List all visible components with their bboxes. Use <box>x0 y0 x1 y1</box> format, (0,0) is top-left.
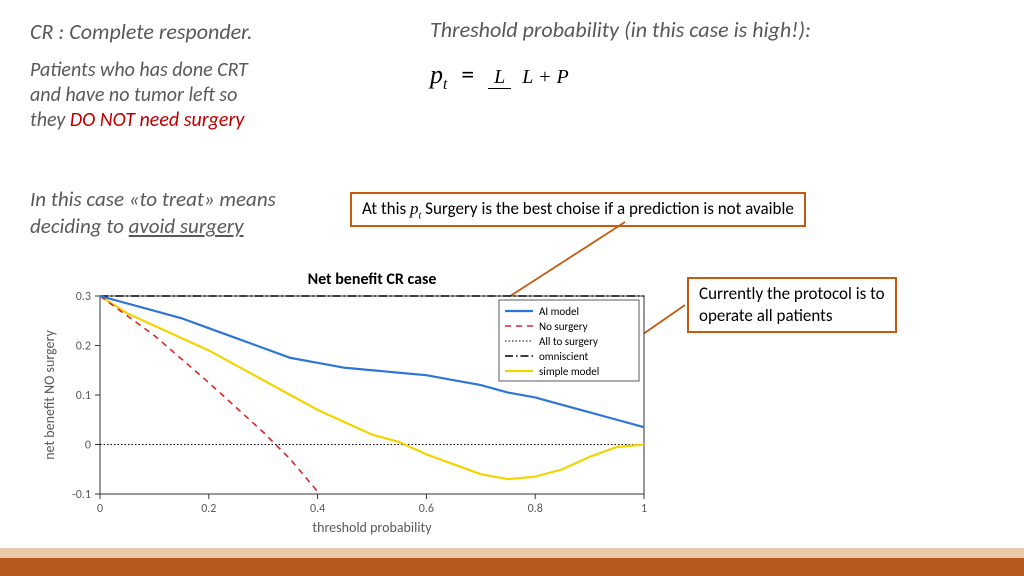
svg-text:0.4: 0.4 <box>310 502 325 516</box>
svg-text:0.2: 0.2 <box>76 340 91 354</box>
svg-text:net benefit NO surgery: net benefit NO surgery <box>41 330 58 460</box>
cr-desc-l3p: they <box>30 108 70 132</box>
cr-desc-l1: Patients who has done CRT <box>30 58 248 82</box>
svg-text:0: 0 <box>97 502 103 516</box>
treat-text: In this case «to treat» means deciding t… <box>30 186 276 241</box>
svg-text:0.3: 0.3 <box>76 290 91 304</box>
formula-den: L + P <box>516 66 574 88</box>
svg-text:No surgery: No surgery <box>539 320 588 333</box>
svg-text:-0.1: -0.1 <box>72 488 91 502</box>
treat-l2p: deciding to <box>30 213 129 239</box>
cr-desc-l2: and have no tumor left so <box>30 83 237 107</box>
svg-text:0.1: 0.1 <box>76 389 91 403</box>
treat-l2u: avoid surgery <box>129 213 244 239</box>
svg-text:Net benefit CR case: Net benefit CR case <box>308 270 437 289</box>
svg-text:threshold probability: threshold probability <box>312 519 432 536</box>
threshold-title: Threshold probability (in this case is h… <box>430 16 811 43</box>
formula-num: L <box>488 66 511 89</box>
footer-top <box>0 548 1024 558</box>
callout-protocol: Currently the protocol is to operate all… <box>687 277 897 333</box>
svg-text:1: 1 <box>641 502 647 516</box>
svg-text:AI model: AI model <box>539 305 579 318</box>
cr-desc-l3r: DO NOT need surgery <box>70 108 244 132</box>
footer-bar <box>0 548 1024 576</box>
footer-bot <box>0 558 1024 576</box>
c1-suffix: Surgery is the best choise if a predicti… <box>421 198 794 219</box>
threshold-formula: pt = L L + P <box>430 58 575 94</box>
c2-l2: operate all patients <box>699 305 833 326</box>
svg-text:0: 0 <box>85 439 91 453</box>
formula-p: p <box>430 60 443 89</box>
svg-text:0.2: 0.2 <box>201 502 216 516</box>
net-benefit-chart: Net benefit CR case 0 0.2 0.4 0.6 0.8 1 -0.1 0 0.… <box>38 268 658 538</box>
treat-l1: In this case «to treat» means <box>30 186 276 212</box>
callout-surgery-best: At this pt Surgery is the best choise if… <box>350 192 806 227</box>
svg-text:All to surgery: All to surgery <box>539 335 598 348</box>
svg-text:simple model: simple model <box>539 365 599 378</box>
cr-heading: CR : Complete responder. <box>30 18 252 45</box>
svg-text:omniscient: omniscient <box>539 350 589 363</box>
c1-prefix: At this <box>362 198 410 219</box>
formula-sub: t <box>443 76 447 93</box>
c2-l1: Currently the protocol is to <box>699 283 885 304</box>
svg-text:0.8: 0.8 <box>528 502 543 516</box>
cr-description: Patients who has done CRT and have no tu… <box>30 58 248 133</box>
svg-text:0.6: 0.6 <box>419 502 434 516</box>
